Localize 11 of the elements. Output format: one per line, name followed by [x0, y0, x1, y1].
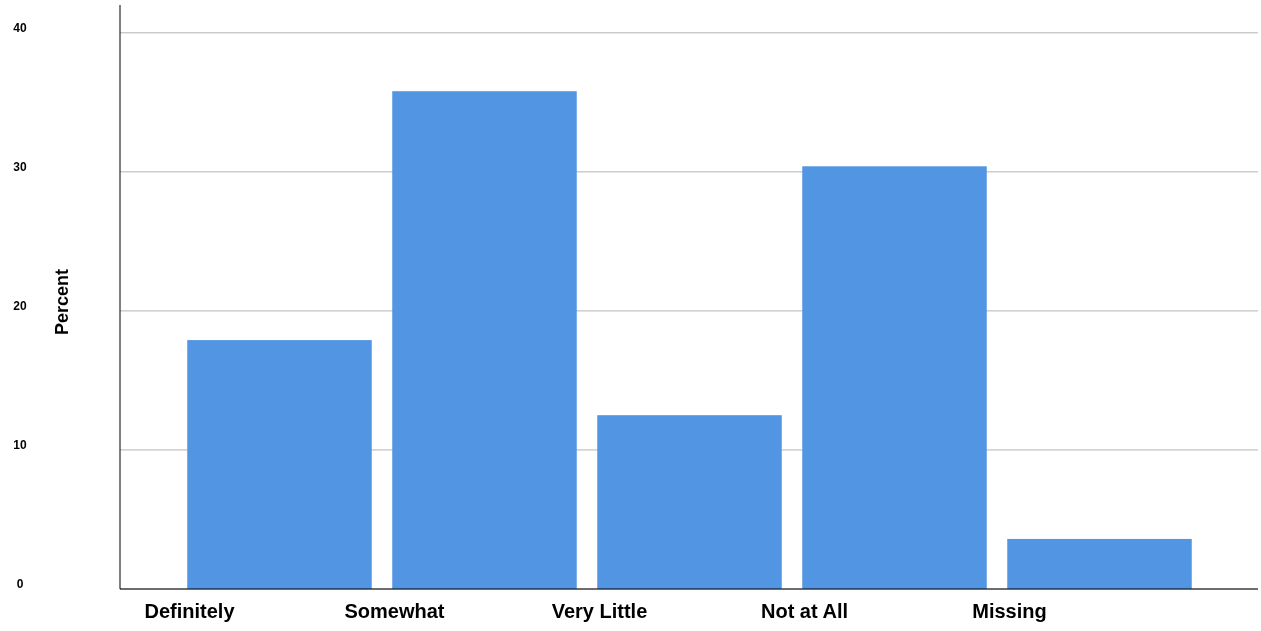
x-tick-label: Not at All: [760, 600, 849, 622]
y-axis-title: Percent: [52, 268, 72, 336]
y-tick-label: 20: [13, 298, 27, 313]
x-tick-label: Somewhat: [344, 600, 445, 622]
y-tick-label: 0: [16, 577, 24, 591]
y-tick-label: 30: [13, 159, 27, 174]
x-tick-label: Definitely: [144, 600, 236, 622]
y-tick-label: 10: [13, 437, 27, 452]
x-tick-label: Missing: [972, 600, 1047, 622]
x-tick-label: Very Little: [551, 600, 648, 622]
y-tick-label: 40: [13, 20, 27, 35]
